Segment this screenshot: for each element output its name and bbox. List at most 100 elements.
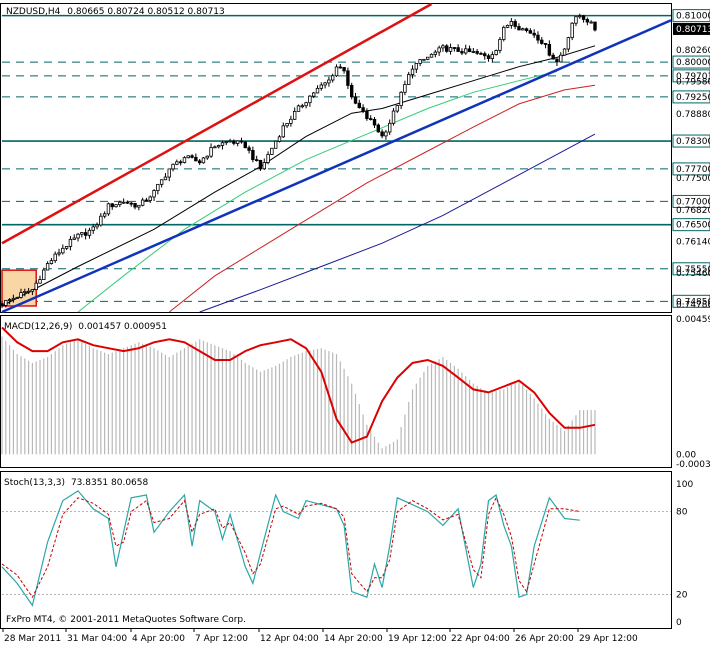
- candle-body: [106, 203, 111, 215]
- candle-body: [456, 47, 460, 52]
- candle-body: [547, 44, 552, 56]
- candle-body: [76, 233, 80, 239]
- trendline-blue: [1, 19, 672, 314]
- candle-body: [524, 28, 529, 32]
- candle-body: [513, 21, 517, 27]
- candle-body: [391, 110, 396, 124]
- candle-body: [376, 124, 381, 133]
- candle-body: [330, 75, 335, 81]
- time-tick-label: 26 Apr 20:00: [515, 634, 574, 644]
- candle-body: [80, 232, 84, 235]
- candle-body: [578, 15, 582, 18]
- level-label-box: [672, 9, 710, 23]
- candle-body: [289, 118, 293, 124]
- candles: [0, 13, 597, 309]
- candle-body: [426, 56, 430, 60]
- candle-body: [372, 119, 377, 126]
- candle-body: [555, 58, 559, 63]
- macd-tick-label: 0.00: [676, 450, 696, 460]
- price-tick-label: 0.80713: [676, 25, 710, 35]
- candle-body: [91, 226, 95, 231]
- candle-body: [361, 107, 365, 112]
- candle-body: [562, 48, 567, 56]
- candle-body: [395, 105, 400, 112]
- candle-body: [536, 34, 540, 41]
- price-tick-label: 0.77500: [676, 174, 710, 184]
- candle-body: [528, 30, 533, 34]
- candle-body: [471, 51, 476, 53]
- macd-tick-label: -0.00033: [676, 460, 710, 470]
- level-label-box: [672, 162, 710, 176]
- candle-body: [418, 59, 422, 64]
- candle-body: [399, 91, 403, 106]
- candle-body: [175, 161, 179, 165]
- candle-body: [574, 16, 578, 24]
- candle-body: [437, 47, 441, 53]
- moving-average-green: [77, 70, 558, 313]
- candle-body: [61, 247, 65, 254]
- candle-body: [521, 28, 525, 31]
- stoch-tick-label: 20: [676, 590, 688, 600]
- candle-body: [254, 159, 259, 162]
- candle-body: [388, 122, 392, 133]
- candle-body: [156, 183, 160, 191]
- price-tick-label: 0.79580: [676, 78, 710, 88]
- candle-body: [163, 176, 168, 181]
- candle-body: [380, 131, 384, 137]
- candle-body: [87, 229, 92, 236]
- price-tick-label: 0.75550: [676, 265, 710, 275]
- price-tick-label: 0.74850: [676, 297, 710, 307]
- candle-body: [273, 140, 278, 149]
- candle-body: [167, 168, 171, 178]
- candle-body: [505, 24, 510, 28]
- stoch-level-lines: [2, 511, 671, 595]
- candle-body: [308, 95, 312, 104]
- moving-averages: [1, 45, 596, 313]
- price-tick-label: 0.74780: [676, 301, 710, 311]
- candle-body: [34, 282, 38, 290]
- candle-body: [118, 201, 122, 206]
- candle-body: [19, 292, 23, 298]
- candle-body: [53, 253, 57, 262]
- candle-body: [178, 161, 183, 164]
- candle-body: [110, 203, 114, 208]
- candle-body: [433, 51, 438, 55]
- candle-body: [365, 110, 369, 120]
- level-label-box: [672, 294, 710, 308]
- candle-body: [243, 141, 247, 149]
- candle-body: [475, 51, 479, 54]
- candle-body: [232, 140, 236, 144]
- current-price-marker: [673, 22, 710, 35]
- level-label-box: [672, 69, 710, 83]
- candle-body: [559, 54, 563, 63]
- candle-body: [137, 204, 141, 208]
- candle-body: [57, 252, 61, 255]
- price-tick-label: 0.78880: [676, 110, 710, 120]
- candle-body: [460, 51, 464, 54]
- candle-body: [338, 66, 343, 69]
- candle-body: [121, 201, 126, 204]
- candle-body: [209, 147, 213, 157]
- candle-body: [296, 105, 301, 112]
- candle-body: [83, 232, 88, 236]
- candle-body: [479, 52, 483, 55]
- level-label-box: [672, 218, 710, 232]
- candle-body: [464, 48, 468, 54]
- candle-body: [281, 125, 285, 138]
- stoch-signal-line: [1, 496, 580, 599]
- time-tick-label: 19 Apr 12:00: [388, 634, 447, 644]
- time-tick-label: 14 Apr 20:00: [324, 634, 383, 644]
- level-label-box: [672, 134, 710, 148]
- candle-body: [509, 21, 514, 26]
- candle-body: [319, 84, 323, 89]
- stoch-lines: [1, 490, 580, 607]
- price-tick-label: 0.77000: [676, 197, 710, 207]
- candle-body: [346, 70, 350, 86]
- candle-body: [532, 32, 536, 36]
- candle-body: [483, 53, 487, 57]
- time-tick-label: 29 Apr 12:00: [579, 634, 638, 644]
- trendlines: [1, 2, 672, 314]
- time-tick-label: 28 Mar 2011: [4, 634, 61, 644]
- macd-panel-frame: [0, 315, 672, 468]
